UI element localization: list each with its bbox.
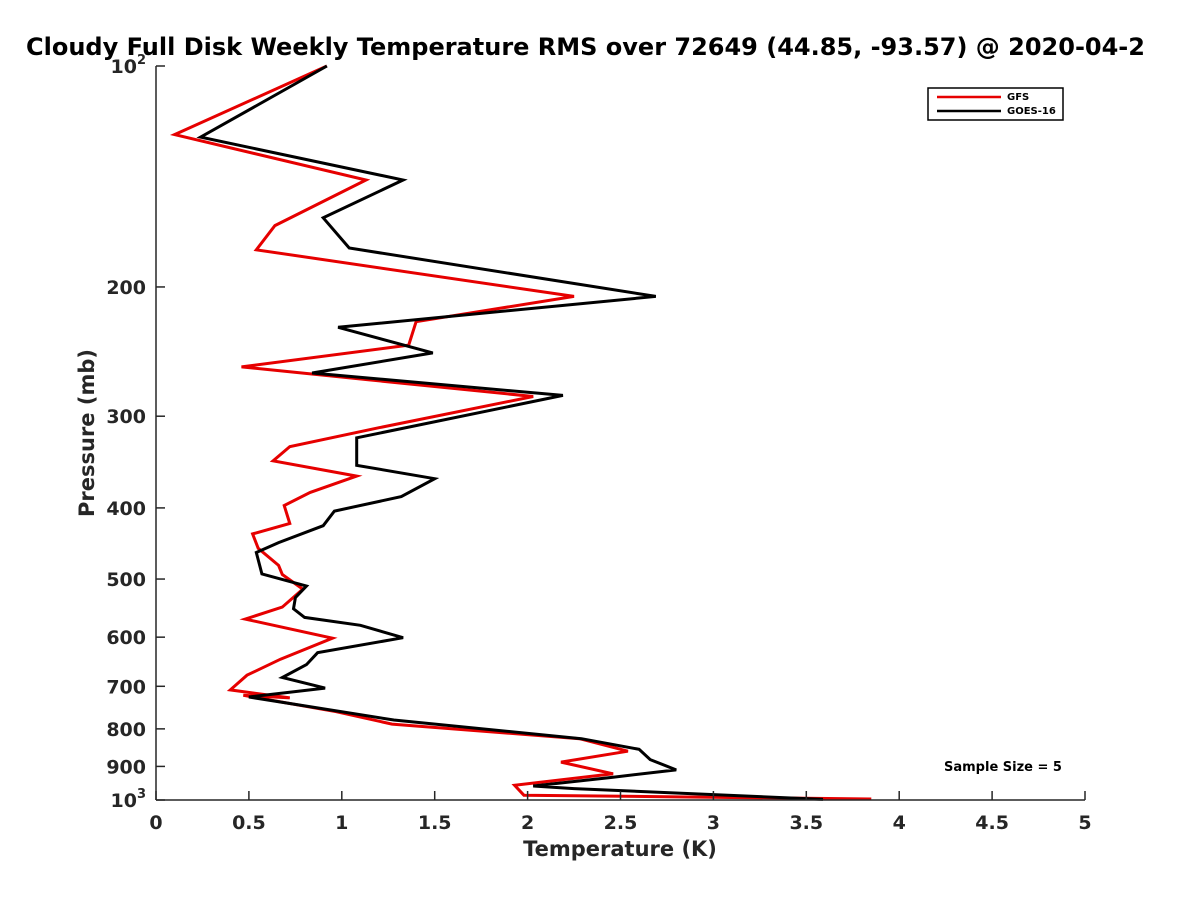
y-tick-label: 400: [106, 498, 146, 520]
y-tick-label: 700: [106, 676, 146, 698]
y-tick-label: 600: [106, 627, 146, 649]
series-group: [169, 64, 872, 801]
x-tick-label: 3: [707, 812, 720, 834]
y-tick-label: 500: [106, 569, 146, 591]
x-tick-label: 0: [149, 812, 162, 834]
y-tick-label: 800: [106, 719, 146, 741]
x-tick-label: 1: [335, 812, 348, 834]
chart-title: Cloudy Full Disk Weekly Temperature RMS …: [26, 33, 1145, 61]
x-tick-label: 2.5: [604, 812, 638, 834]
y-tick-label: 102: [111, 53, 147, 78]
y-tick-label: 103: [111, 787, 147, 812]
legend: GFS GOES-16: [927, 87, 1064, 121]
x-tick-label: 1.5: [418, 812, 452, 834]
y-axis-label: Pressure (mb): [75, 349, 99, 517]
y-tick-label: 900: [106, 756, 146, 778]
y-tick-label: 200: [106, 277, 146, 299]
series-line-gfs: [169, 64, 872, 801]
x-tick-label: 5: [1078, 812, 1091, 834]
ticks-group: 0 0.5 1 1.5 2 2.5 3 3.5 4 4.5 5 102 200 300 400 500 600 7…: [106, 53, 1091, 834]
x-tick-label: 4.5: [975, 812, 1009, 834]
x-tick-label: 2: [521, 812, 534, 834]
legend-box: [927, 87, 1064, 121]
x-tick-label: 3.5: [789, 812, 823, 834]
x-tick-label: 0.5: [232, 812, 266, 834]
plot-area: [156, 66, 1085, 800]
series-line-goes16: [196, 64, 824, 801]
legend-label-gfs: GFS: [1007, 92, 1029, 103]
legend-label-goes16: GOES-16: [1007, 106, 1056, 117]
sample-size-annotation: Sample Size = 5: [944, 760, 1062, 775]
x-axis-label: Temperature (K): [523, 837, 717, 861]
y-tick-label: 300: [106, 406, 146, 428]
x-tick-label: 4: [893, 812, 906, 834]
